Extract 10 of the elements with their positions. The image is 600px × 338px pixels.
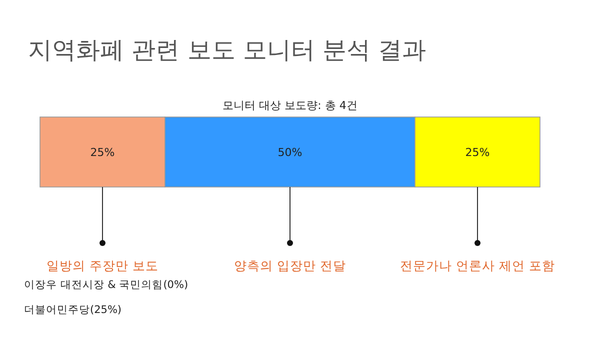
text: 양측의 입장만 전달 [234,258,346,273]
chart-title: 지역화폐 관련 보도 모니터 분석 결과 [28,36,426,64]
data-label: 25% [465,146,490,159]
text: 일방의 주장만 보도 [46,258,158,273]
data-label: 25% [90,146,115,159]
text: 이장우 대전시장 & 국민의힘(0%) [24,279,188,291]
text: 더불어민주당(25%) [24,304,122,316]
chart-subtitle: 모니터 대상 보도량: 총 4건 [222,99,358,112]
text: 전문가나 언론사 제언 포함 [400,258,555,273]
data-label: 50% [278,146,302,159]
